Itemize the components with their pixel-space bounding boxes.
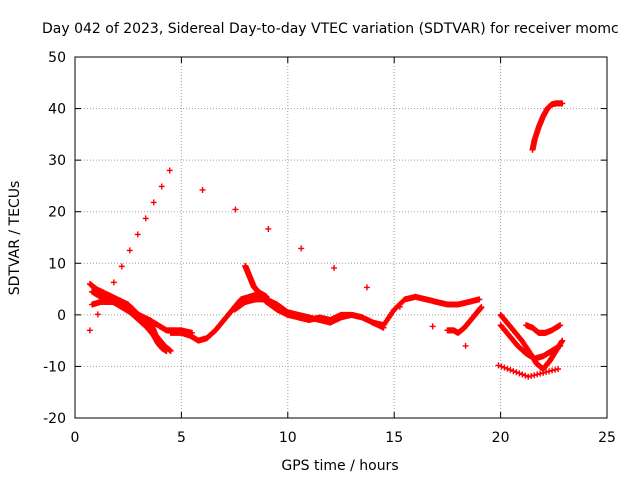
data-point xyxy=(546,368,553,375)
data-point xyxy=(150,199,157,206)
data-points xyxy=(86,100,566,380)
y-tick-label: -20 xyxy=(43,411,66,427)
x-tick-label: 15 xyxy=(385,430,403,446)
data-point xyxy=(331,264,338,271)
data-point xyxy=(163,347,170,354)
x-tick-label: 10 xyxy=(279,430,297,446)
data-point xyxy=(525,373,532,380)
data-point xyxy=(495,362,502,369)
data-point xyxy=(498,363,505,370)
data-point xyxy=(507,366,514,373)
data-point xyxy=(557,342,564,349)
data-point xyxy=(118,263,125,270)
grid xyxy=(75,57,607,418)
axis-ticks: 0 5 10 15 20 25 -20 -10 0 10 20 30 40 50 xyxy=(43,50,616,446)
data-series xyxy=(89,288,196,336)
data-series xyxy=(497,311,566,373)
data-point xyxy=(557,322,564,329)
data-point xyxy=(478,304,485,311)
data-point xyxy=(552,366,559,373)
y-axis-label: SDTVAR / TECUs xyxy=(7,181,23,296)
data-point xyxy=(522,372,529,379)
data-point xyxy=(265,225,272,232)
data-point xyxy=(528,372,535,379)
x-tick-label: 0 xyxy=(71,430,80,446)
data-point xyxy=(543,369,550,376)
data-point xyxy=(199,186,206,193)
y-tick-label: -10 xyxy=(43,359,66,375)
y-tick-label: 10 xyxy=(48,256,66,272)
data-point xyxy=(504,365,511,372)
data-point xyxy=(510,368,517,375)
y-tick-label: 0 xyxy=(57,308,66,324)
data-series xyxy=(444,304,485,336)
data-point xyxy=(126,247,133,254)
x-tick-label: 25 xyxy=(598,430,616,446)
data-series xyxy=(242,262,270,300)
data-point xyxy=(549,367,556,374)
data-point xyxy=(531,372,538,379)
y-tick-label: 20 xyxy=(48,205,66,221)
data-point xyxy=(110,279,117,286)
data-series xyxy=(497,322,564,362)
x-axis-label: GPS time / hours xyxy=(281,458,398,474)
data-point xyxy=(519,371,526,378)
data-point xyxy=(298,245,305,252)
data-point xyxy=(534,371,541,378)
data-series xyxy=(167,291,483,344)
data-point xyxy=(559,337,566,344)
data-point xyxy=(134,231,141,238)
y-tick-label: 30 xyxy=(48,153,66,169)
data-point xyxy=(462,342,469,349)
y-tick-label: 40 xyxy=(48,102,66,118)
data-point xyxy=(94,311,101,318)
data-point xyxy=(166,167,173,174)
data-point xyxy=(513,369,520,376)
data-point xyxy=(559,100,566,107)
x-tick-label: 20 xyxy=(492,430,510,446)
data-point xyxy=(263,293,270,300)
data-point xyxy=(142,215,149,222)
x-tick-label: 5 xyxy=(177,430,186,446)
plot-frame xyxy=(74,56,608,419)
data-point xyxy=(501,364,508,371)
data-point xyxy=(380,324,387,331)
y-tick-label: 50 xyxy=(48,50,66,66)
data-point xyxy=(232,206,239,213)
data-point xyxy=(476,296,483,303)
data-point xyxy=(396,303,403,310)
data-point xyxy=(158,183,165,190)
data-point xyxy=(102,295,109,302)
chart-title: Day 042 of 2023, Sidereal Day-to-day VTE… xyxy=(42,21,619,37)
data-point xyxy=(86,327,93,334)
data-point xyxy=(537,370,544,377)
data-series xyxy=(86,167,562,380)
data-point xyxy=(516,370,523,377)
data-point xyxy=(429,323,436,330)
data-series xyxy=(529,100,566,153)
data-point xyxy=(555,366,562,373)
data-point xyxy=(363,284,370,291)
data-point xyxy=(540,369,547,376)
data-series xyxy=(231,296,387,331)
data-series xyxy=(523,322,564,336)
